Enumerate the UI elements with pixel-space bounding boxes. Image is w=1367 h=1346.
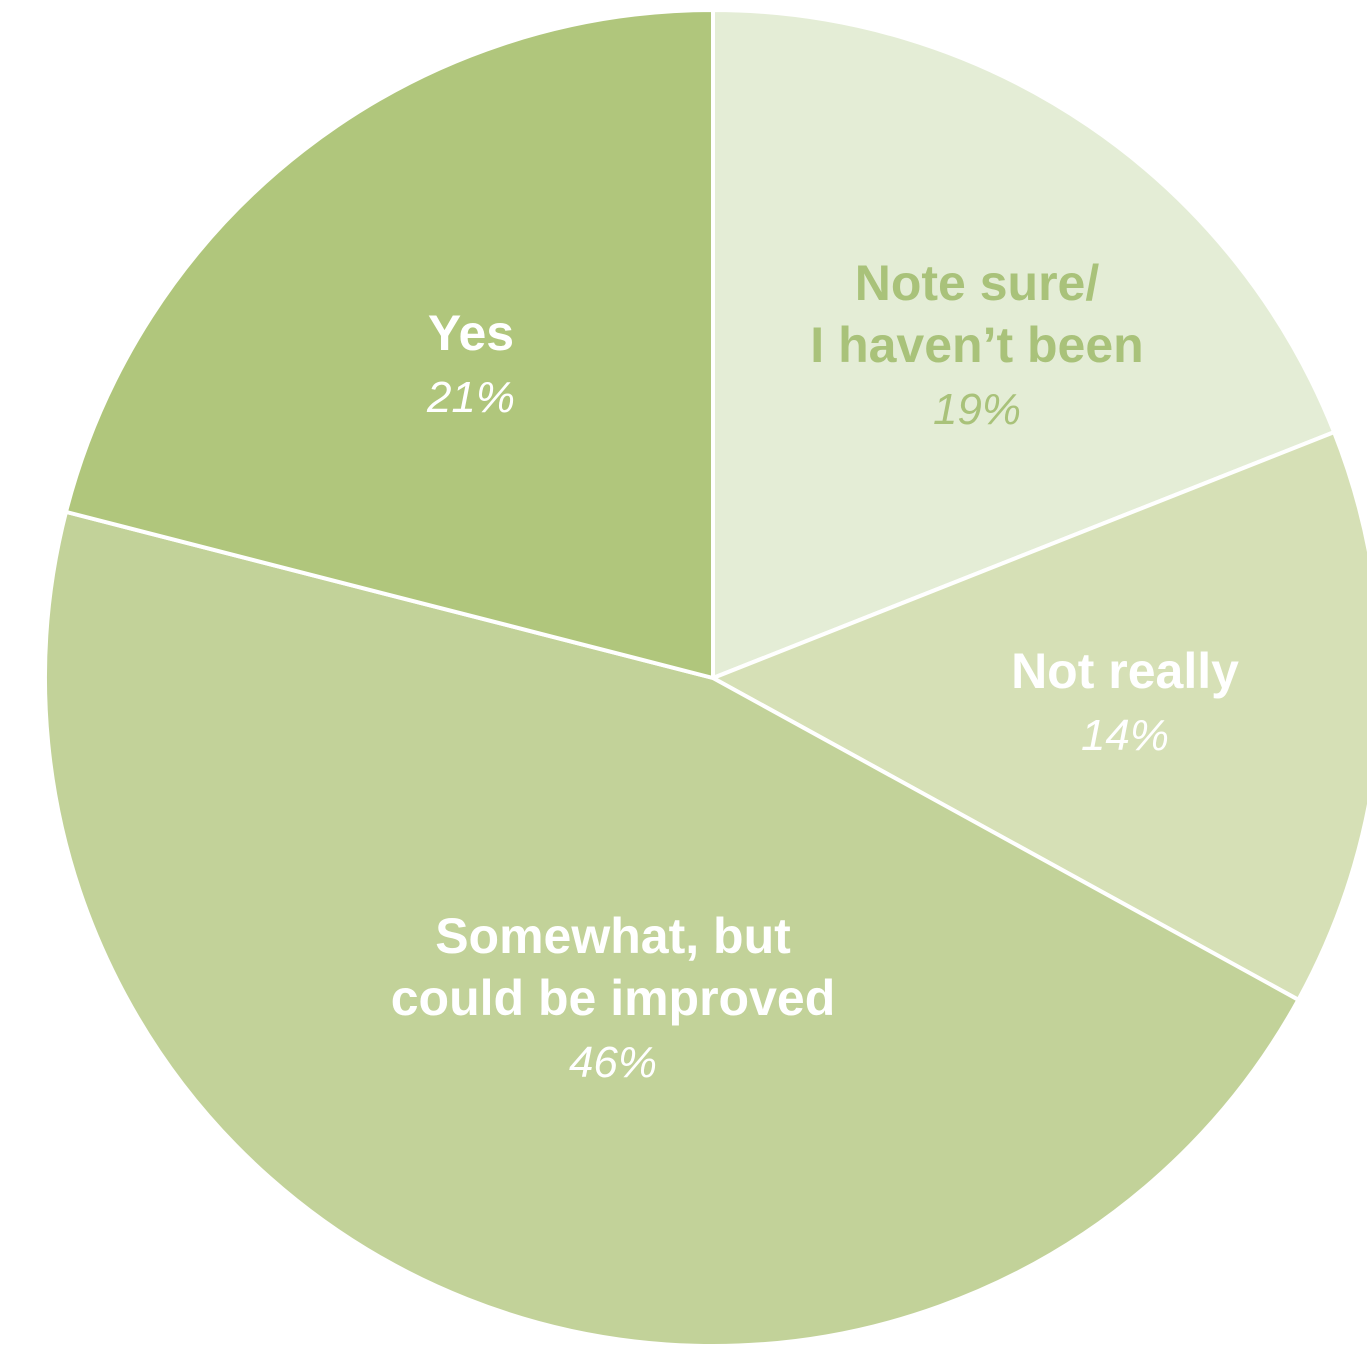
pie-slice-3 bbox=[63, 8, 715, 680]
slice-label-2-line-0: Somewhat, but bbox=[435, 908, 791, 964]
slice-label-0-line-1: I haven’t been bbox=[810, 317, 1143, 373]
slice-label-0-line-0: Note sure/ bbox=[855, 255, 1100, 311]
slice-value-label-1: 14% bbox=[1081, 711, 1169, 760]
pie-slice-2 bbox=[43, 509, 1301, 1346]
pie-slice-1 bbox=[711, 430, 1367, 1002]
pie-slices bbox=[43, 8, 1367, 1346]
pie-slice-0 bbox=[711, 8, 1337, 680]
slice-label-2-line-1: could be improved bbox=[391, 970, 836, 1026]
slice-label-1-line-0: Not really bbox=[1011, 643, 1239, 699]
slice-value-label-3: 21% bbox=[426, 373, 515, 422]
slice-value-label-0: 19% bbox=[933, 385, 1021, 434]
slice-value-label-2: 46% bbox=[569, 1038, 657, 1087]
slice-label-3-line-0: Yes bbox=[428, 305, 514, 361]
pie-labels: Note sure/I haven’t been 19% Not really 14%… bbox=[391, 255, 1239, 1087]
